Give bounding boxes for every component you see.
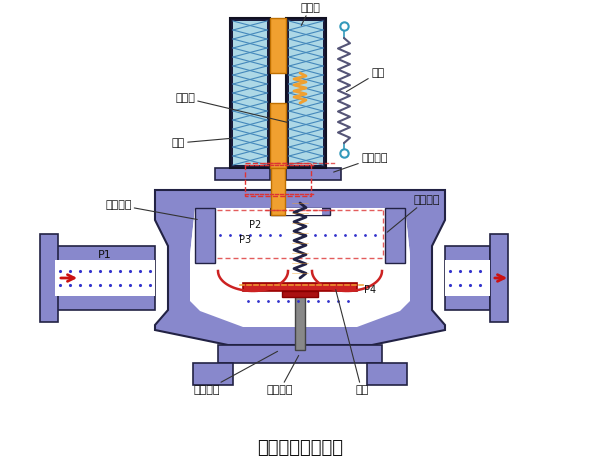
Text: P4: P4 [364, 285, 376, 295]
Text: 定铁心: 定铁心 [300, 3, 320, 26]
Bar [385, 208, 405, 263]
Bar [193, 363, 233, 385]
Bar [445, 246, 490, 310]
Text: 平衡孔道: 平衡孔道 [105, 200, 197, 219]
Bar [195, 208, 215, 263]
Bar [490, 234, 508, 322]
Text: P1: P1 [98, 250, 112, 260]
Text: 导阀阀座: 导阀阀座 [334, 153, 388, 172]
Text: 主阀阀芯: 主阀阀芯 [267, 356, 299, 395]
Polygon shape [190, 208, 410, 327]
Bar [295, 291, 305, 350]
Bar [271, 168, 285, 215]
Text: 线圈: 线圈 [172, 138, 232, 148]
Polygon shape [190, 208, 410, 255]
Bar [245, 163, 311, 196]
Bar [270, 18, 286, 73]
Text: 膜片: 膜片 [335, 290, 368, 395]
Bar [55, 246, 155, 310]
Bar [445, 260, 490, 296]
Text: 动铁心: 动铁心 [175, 93, 287, 123]
Bar [270, 208, 330, 215]
Polygon shape [155, 190, 445, 345]
Bar [233, 21, 267, 165]
Bar [282, 291, 318, 297]
Text: 弹簧: 弹簧 [346, 68, 384, 92]
Bar [55, 260, 155, 296]
Bar [243, 283, 357, 291]
Bar [40, 234, 58, 322]
Text: P2: P2 [249, 220, 261, 230]
Bar [230, 18, 270, 168]
Text: 泄孔孔道: 泄孔孔道 [387, 195, 439, 232]
Bar [218, 345, 382, 363]
Polygon shape [215, 168, 270, 180]
Text: 主阀阀座: 主阀阀座 [193, 351, 278, 395]
Bar [270, 103, 286, 168]
Bar [286, 18, 326, 168]
Bar [367, 363, 407, 385]
Text: P3: P3 [239, 235, 251, 245]
Text: 管道联系式电磁阀: 管道联系式电磁阀 [257, 439, 343, 457]
Bar [278, 208, 322, 215]
Bar [289, 21, 323, 165]
Polygon shape [286, 168, 341, 180]
